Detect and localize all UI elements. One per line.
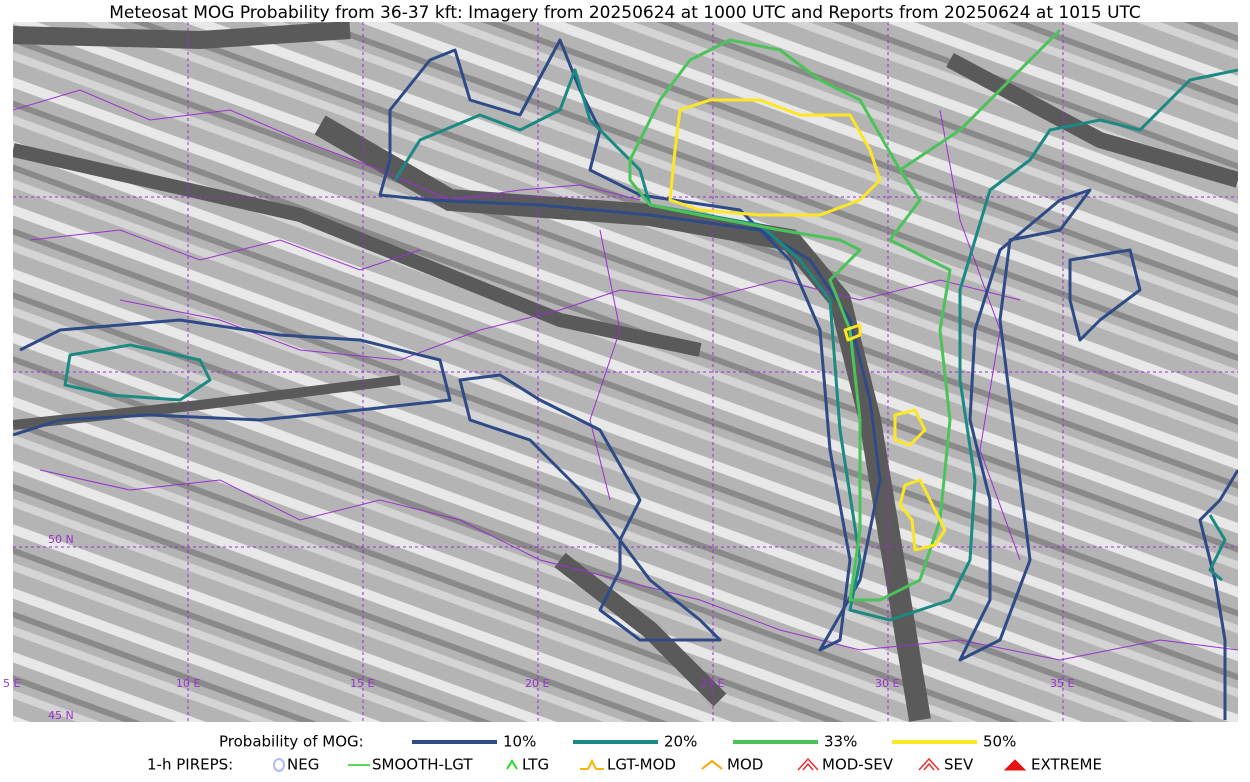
- legend-heading: Probability of MOG:: [219, 733, 364, 751]
- pirep-label: EXTREME: [1031, 756, 1102, 774]
- pirep-symbol: [1003, 759, 1027, 771]
- legend: Probability of MOG: 10% 20% 33% 50% 1-h PIREP…: [147, 733, 1102, 774]
- pirep-label: SMOOTH-LGT: [372, 756, 473, 774]
- contours: [13, 28, 1238, 720]
- pirep-label: MOD-SEV: [822, 756, 894, 774]
- legend-label: 50%: [983, 733, 1016, 751]
- graticule: [13, 22, 1238, 722]
- pirep-label: LGT-MOD: [607, 756, 676, 774]
- grid-label: 15 E: [350, 677, 374, 690]
- grid-label: 50 N: [48, 533, 74, 546]
- pirep-symbol: [797, 757, 819, 771]
- pirep-label: SEV: [944, 756, 974, 774]
- pirep-label: NEG: [287, 756, 319, 774]
- grid-label: 10 E: [176, 677, 200, 690]
- dark-band: [13, 22, 351, 50]
- dark-band: [946, 52, 1238, 188]
- pirep-symbol: [580, 758, 604, 770]
- pirep-label: MOD: [727, 756, 763, 774]
- legend-label: 33%: [824, 733, 857, 751]
- grid-label: 5 E: [3, 677, 20, 690]
- grid-label: 35 E: [1050, 677, 1074, 690]
- grid-label: 45 N: [48, 709, 74, 722]
- grid-label: 20 E: [525, 677, 549, 690]
- legend-label: 10%: [503, 733, 536, 751]
- pirep-symbol: [918, 757, 940, 771]
- grid-label: 30 E: [875, 677, 899, 690]
- legend-label: 20%: [664, 733, 697, 751]
- dark-band: [554, 552, 727, 707]
- grid-label: 25 E: [700, 677, 724, 690]
- dark-band: [13, 143, 702, 357]
- title: Meteosat MOG Probability from 36-37 kft:…: [109, 3, 1141, 23]
- grid-labels: 5 E 10 E 15 E 20 E 25 E 30 E 35 E 50 N 45 N: [3, 533, 1074, 722]
- pirep-symbol: [701, 759, 723, 770]
- legend-heading: 1-h PIREPS:: [147, 756, 233, 774]
- pirep-label: LTG: [522, 756, 549, 774]
- map: [13, 22, 1238, 722]
- pirep-symbol: [506, 759, 518, 770]
- pirep-symbol: [273, 758, 285, 772]
